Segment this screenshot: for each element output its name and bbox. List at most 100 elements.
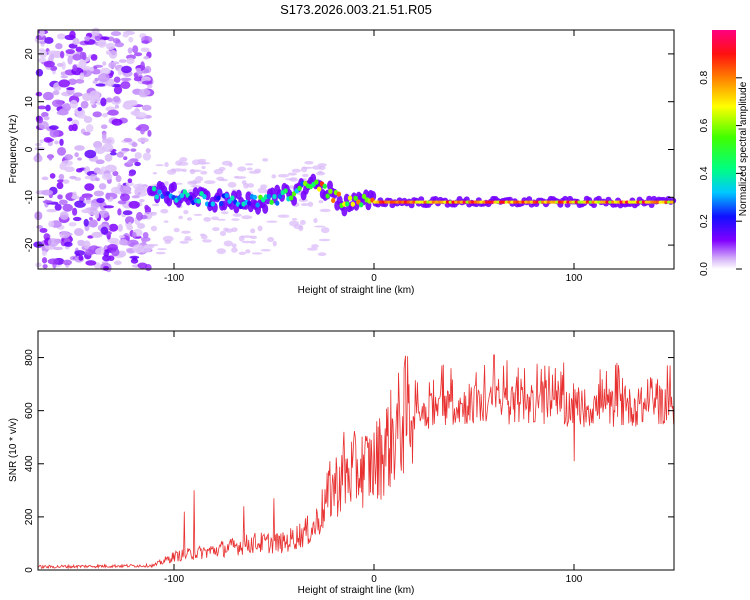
spectrogram-ytick-label: 10 [24, 96, 35, 108]
noise-blob [72, 53, 82, 61]
snr-ticks: -100 0 100 0 200 400 600 800 [24, 331, 674, 585]
noise-blob [189, 169, 202, 173]
ridge-cell [199, 190, 204, 197]
noise-blob [39, 29, 45, 37]
ridge-cell [350, 201, 355, 207]
noise-blob [83, 240, 91, 249]
noise-blob [257, 225, 263, 232]
noise-blob [318, 200, 324, 204]
snr-ytick-label: 200 [24, 508, 35, 525]
noise-blob [231, 247, 238, 253]
noise-blob [55, 43, 63, 50]
noise-blob [82, 208, 90, 213]
noise-blob [220, 211, 229, 215]
noise-blob [213, 168, 224, 175]
noise-blob [41, 257, 48, 264]
noise-blob [289, 185, 294, 190]
noise-blob [142, 104, 152, 111]
ridge-halo [166, 196, 173, 207]
noise-blob [246, 183, 255, 188]
noise-blob [271, 174, 277, 179]
noise-blob [54, 140, 59, 145]
ridge-halo [562, 195, 569, 202]
noise-blob [202, 239, 212, 243]
snr-ytick-label: 800 [24, 349, 35, 366]
noise-blob [130, 148, 137, 152]
noise-blob [79, 72, 85, 80]
noise-blob [288, 220, 299, 227]
colorbar-label: Normalized spectral amplitude [738, 81, 749, 216]
noise-blob [88, 217, 93, 221]
noise-blob [121, 65, 132, 74]
noise-blob [63, 241, 73, 247]
ridge-cell [328, 188, 333, 194]
noise-blob [227, 181, 237, 188]
noise-blob [64, 166, 75, 173]
ridge-cell [182, 189, 187, 195]
noise-blob [59, 138, 64, 146]
noise-blob [257, 187, 267, 194]
noise-blob [163, 220, 169, 223]
noise-blob [56, 62, 64, 67]
noise-blob [251, 252, 263, 255]
noise-blob [127, 47, 133, 54]
noise-blob [311, 244, 319, 249]
noise-blob [119, 185, 132, 193]
noise-blob [203, 217, 212, 222]
noise-blob [249, 240, 256, 244]
snr-series-line [37, 354, 674, 570]
snr-xtick-label: 100 [566, 574, 583, 585]
noise-blob [95, 83, 106, 87]
noise-blob [131, 142, 138, 148]
noise-blob [80, 100, 89, 109]
noise-blob [186, 217, 193, 221]
noise-blob [136, 112, 147, 119]
noise-blob [113, 76, 121, 83]
snr-xlabel: Height of straight line (km) [298, 585, 415, 596]
noise-blob [36, 225, 44, 229]
ridge-cell [224, 192, 229, 199]
noise-blob [56, 147, 67, 156]
noise-blob [114, 42, 125, 48]
noise-blob [170, 168, 176, 173]
ridge-cell [317, 186, 322, 192]
noise-blob [146, 243, 159, 247]
ridge-cell [269, 199, 274, 205]
spectrogram-xlabel: Height of straight line (km) [298, 285, 415, 296]
noise-blob [300, 166, 308, 173]
noise-blob [75, 78, 85, 84]
noise-blob [120, 193, 130, 202]
noise-blob [113, 85, 123, 95]
noise-blob [136, 70, 144, 75]
noise-blob [105, 192, 111, 200]
noise-blob [42, 91, 54, 101]
noise-blob [48, 125, 59, 130]
noise-blob [103, 205, 115, 209]
colorbar-tick-label: 0.6 [699, 118, 710, 132]
noise-blob [143, 244, 153, 253]
noise-blob [132, 244, 145, 254]
noise-blob [267, 236, 275, 242]
noise-blob [90, 54, 98, 61]
noise-blob [43, 116, 50, 121]
noise-blob [137, 124, 150, 132]
noise-blob [85, 124, 94, 133]
noise-blob [81, 193, 93, 199]
noise-blob [134, 52, 143, 57]
noise-blob [132, 256, 138, 261]
noise-blob [241, 215, 253, 220]
noise-blob [128, 173, 135, 177]
noise-blob [51, 99, 64, 108]
spectrogram-xtick-label: 0 [371, 273, 377, 284]
noise-blob [103, 249, 110, 257]
noise-blob [137, 223, 146, 229]
noise-blob [192, 179, 197, 185]
snr-frame [37, 330, 675, 571]
noise-blob [62, 203, 73, 212]
noise-blob [59, 231, 71, 239]
noise-blob [64, 154, 73, 161]
noise-blob [134, 152, 142, 159]
noise-blob [201, 165, 206, 170]
noise-blob [68, 222, 77, 227]
